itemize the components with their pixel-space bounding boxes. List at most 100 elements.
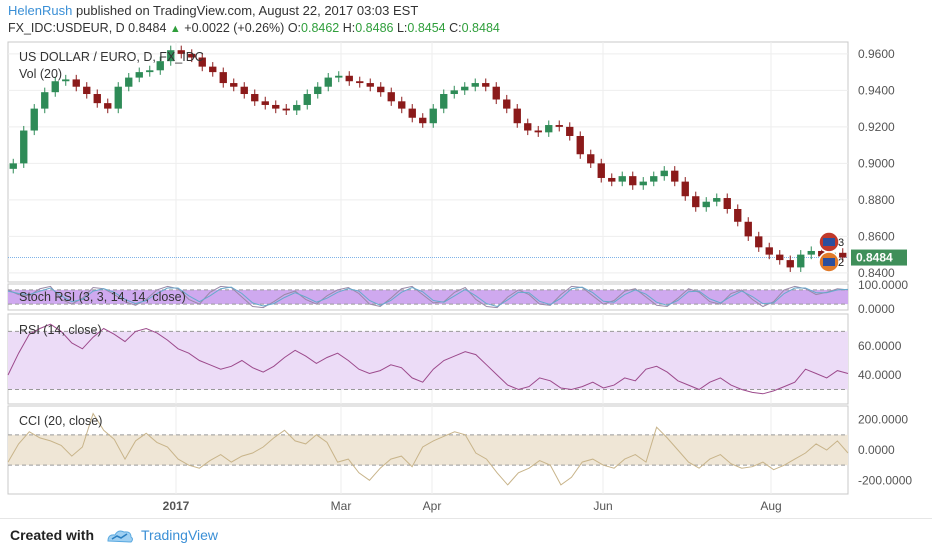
candle-body	[429, 108, 437, 124]
event-flag-stripe	[823, 238, 835, 246]
candle-body	[450, 90, 458, 95]
candle-body	[671, 170, 679, 182]
tradingview-cloud-icon	[107, 530, 133, 543]
candle-body	[692, 196, 700, 208]
created-with-label: Created with	[10, 527, 95, 543]
indicator-line	[7, 286, 849, 308]
candle-body	[702, 201, 710, 208]
candle-body	[765, 247, 773, 255]
candle-body	[629, 176, 637, 186]
candle-body	[219, 72, 227, 84]
candle-body	[356, 81, 364, 84]
x-tick-label: Aug	[760, 499, 781, 513]
y-tick-label: 200.0000	[858, 413, 908, 427]
chart-header: HelenRush published on TradingView.com, …	[0, 0, 932, 38]
candle-body	[198, 57, 206, 67]
candle-body	[513, 108, 521, 124]
close-value: 0.8484	[461, 21, 500, 35]
candle-body	[660, 170, 668, 177]
indicator-line	[7, 323, 849, 395]
y-tick-label: 0.9400	[858, 83, 895, 97]
candle-body	[587, 154, 595, 164]
candle-body	[713, 198, 721, 202]
candle-body	[419, 117, 427, 124]
candle-body	[240, 86, 248, 95]
candle-body	[744, 221, 752, 237]
candle-body	[41, 92, 49, 109]
candle-body	[650, 176, 658, 182]
event-flag-stripe	[823, 258, 835, 266]
indicator-band	[8, 434, 848, 466]
y-tick-label: 0.0000	[858, 443, 895, 457]
x-tick-label: Apr	[423, 499, 442, 513]
candle-body	[608, 177, 616, 182]
candle-body	[408, 108, 416, 118]
publish-info: published on TradingView.com, August 22,…	[75, 3, 419, 18]
candle-body	[114, 86, 122, 109]
high-value: 0.8486	[355, 21, 394, 35]
candle-body	[135, 72, 143, 78]
indicator-line	[7, 285, 849, 309]
chart-panes: 2017 Mar Apr Jun Aug 0.9600 0.9400 0.9200 0.9000…	[7, 41, 912, 513]
candle-body	[188, 53, 196, 58]
candle-body	[83, 86, 91, 95]
candle-body	[293, 104, 301, 111]
candle-body	[597, 163, 605, 178]
candle-body	[93, 94, 101, 104]
candle-body	[324, 77, 332, 87]
candle-body	[251, 94, 259, 102]
candle-body	[335, 75, 343, 78]
candle-body	[755, 236, 763, 248]
candle-body	[303, 94, 311, 105]
cci-title: CCI (20, close)	[19, 414, 102, 428]
footer-bar: Created with TradingView	[0, 518, 932, 551]
y-tick-label: -200.0000	[858, 473, 912, 487]
y-tick-label: 100.0000	[858, 278, 908, 292]
y-tick-label: 0.0000	[858, 302, 895, 316]
up-arrow-icon: ▲	[169, 23, 181, 35]
high-label: H:	[342, 21, 356, 35]
candle-body	[797, 254, 805, 268]
candle-body	[209, 66, 217, 73]
candle-body	[461, 86, 469, 91]
rsi-title: RSI (14, close)	[19, 323, 102, 337]
candle-body	[482, 83, 490, 87]
candle-body	[786, 260, 794, 268]
candle-body	[167, 50, 175, 62]
tradingview-brand-link[interactable]: TradingView	[141, 527, 219, 543]
candle-body	[503, 99, 511, 109]
candle-body	[723, 198, 731, 209]
candle-body	[524, 123, 532, 131]
x-tick-label: Mar	[331, 499, 352, 513]
candle-body	[62, 79, 70, 82]
candle-body	[555, 125, 563, 127]
low-value: 0.8454	[407, 21, 446, 35]
y-tick-label: 0.8600	[858, 229, 895, 243]
candle-body	[366, 83, 374, 87]
chart-canvas[interactable]: 2017 Mar Apr Jun Aug 0.9600 0.9400 0.9200 0.9000…	[0, 38, 932, 518]
candle-body	[125, 77, 133, 87]
y-tick-label: 60.0000	[858, 339, 902, 353]
candle-body	[534, 130, 542, 133]
candle-body	[471, 83, 479, 87]
last-price-tag	[851, 249, 907, 266]
candle-body	[492, 86, 500, 100]
y-tick-label: 40.0000	[858, 368, 902, 382]
candle-body	[345, 75, 353, 82]
candle-body	[314, 86, 322, 95]
stoch-rsi-title: Stoch RSI (3, 3, 14, 14, close)	[19, 290, 186, 304]
quote-line: FX_IDC:USDEUR, D 0.8484 ▲ +0.0022 (+0.26…	[8, 21, 500, 35]
event-count-label: 3	[838, 237, 844, 249]
y-tick-label: 0.9600	[858, 47, 895, 61]
candle-body	[156, 61, 164, 71]
candle-body	[398, 101, 406, 109]
candle-body	[272, 104, 280, 109]
indicator-band	[8, 289, 848, 305]
main-chart-title: US DOLLAR / EURO, D, FX_IDC	[19, 50, 204, 64]
candle-body	[681, 181, 689, 197]
author-link[interactable]: HelenRush	[8, 3, 73, 18]
candle-body	[51, 81, 59, 93]
y-tick-label: 0.9000	[858, 156, 895, 170]
candle-body	[377, 86, 385, 93]
candle-body	[440, 94, 448, 109]
